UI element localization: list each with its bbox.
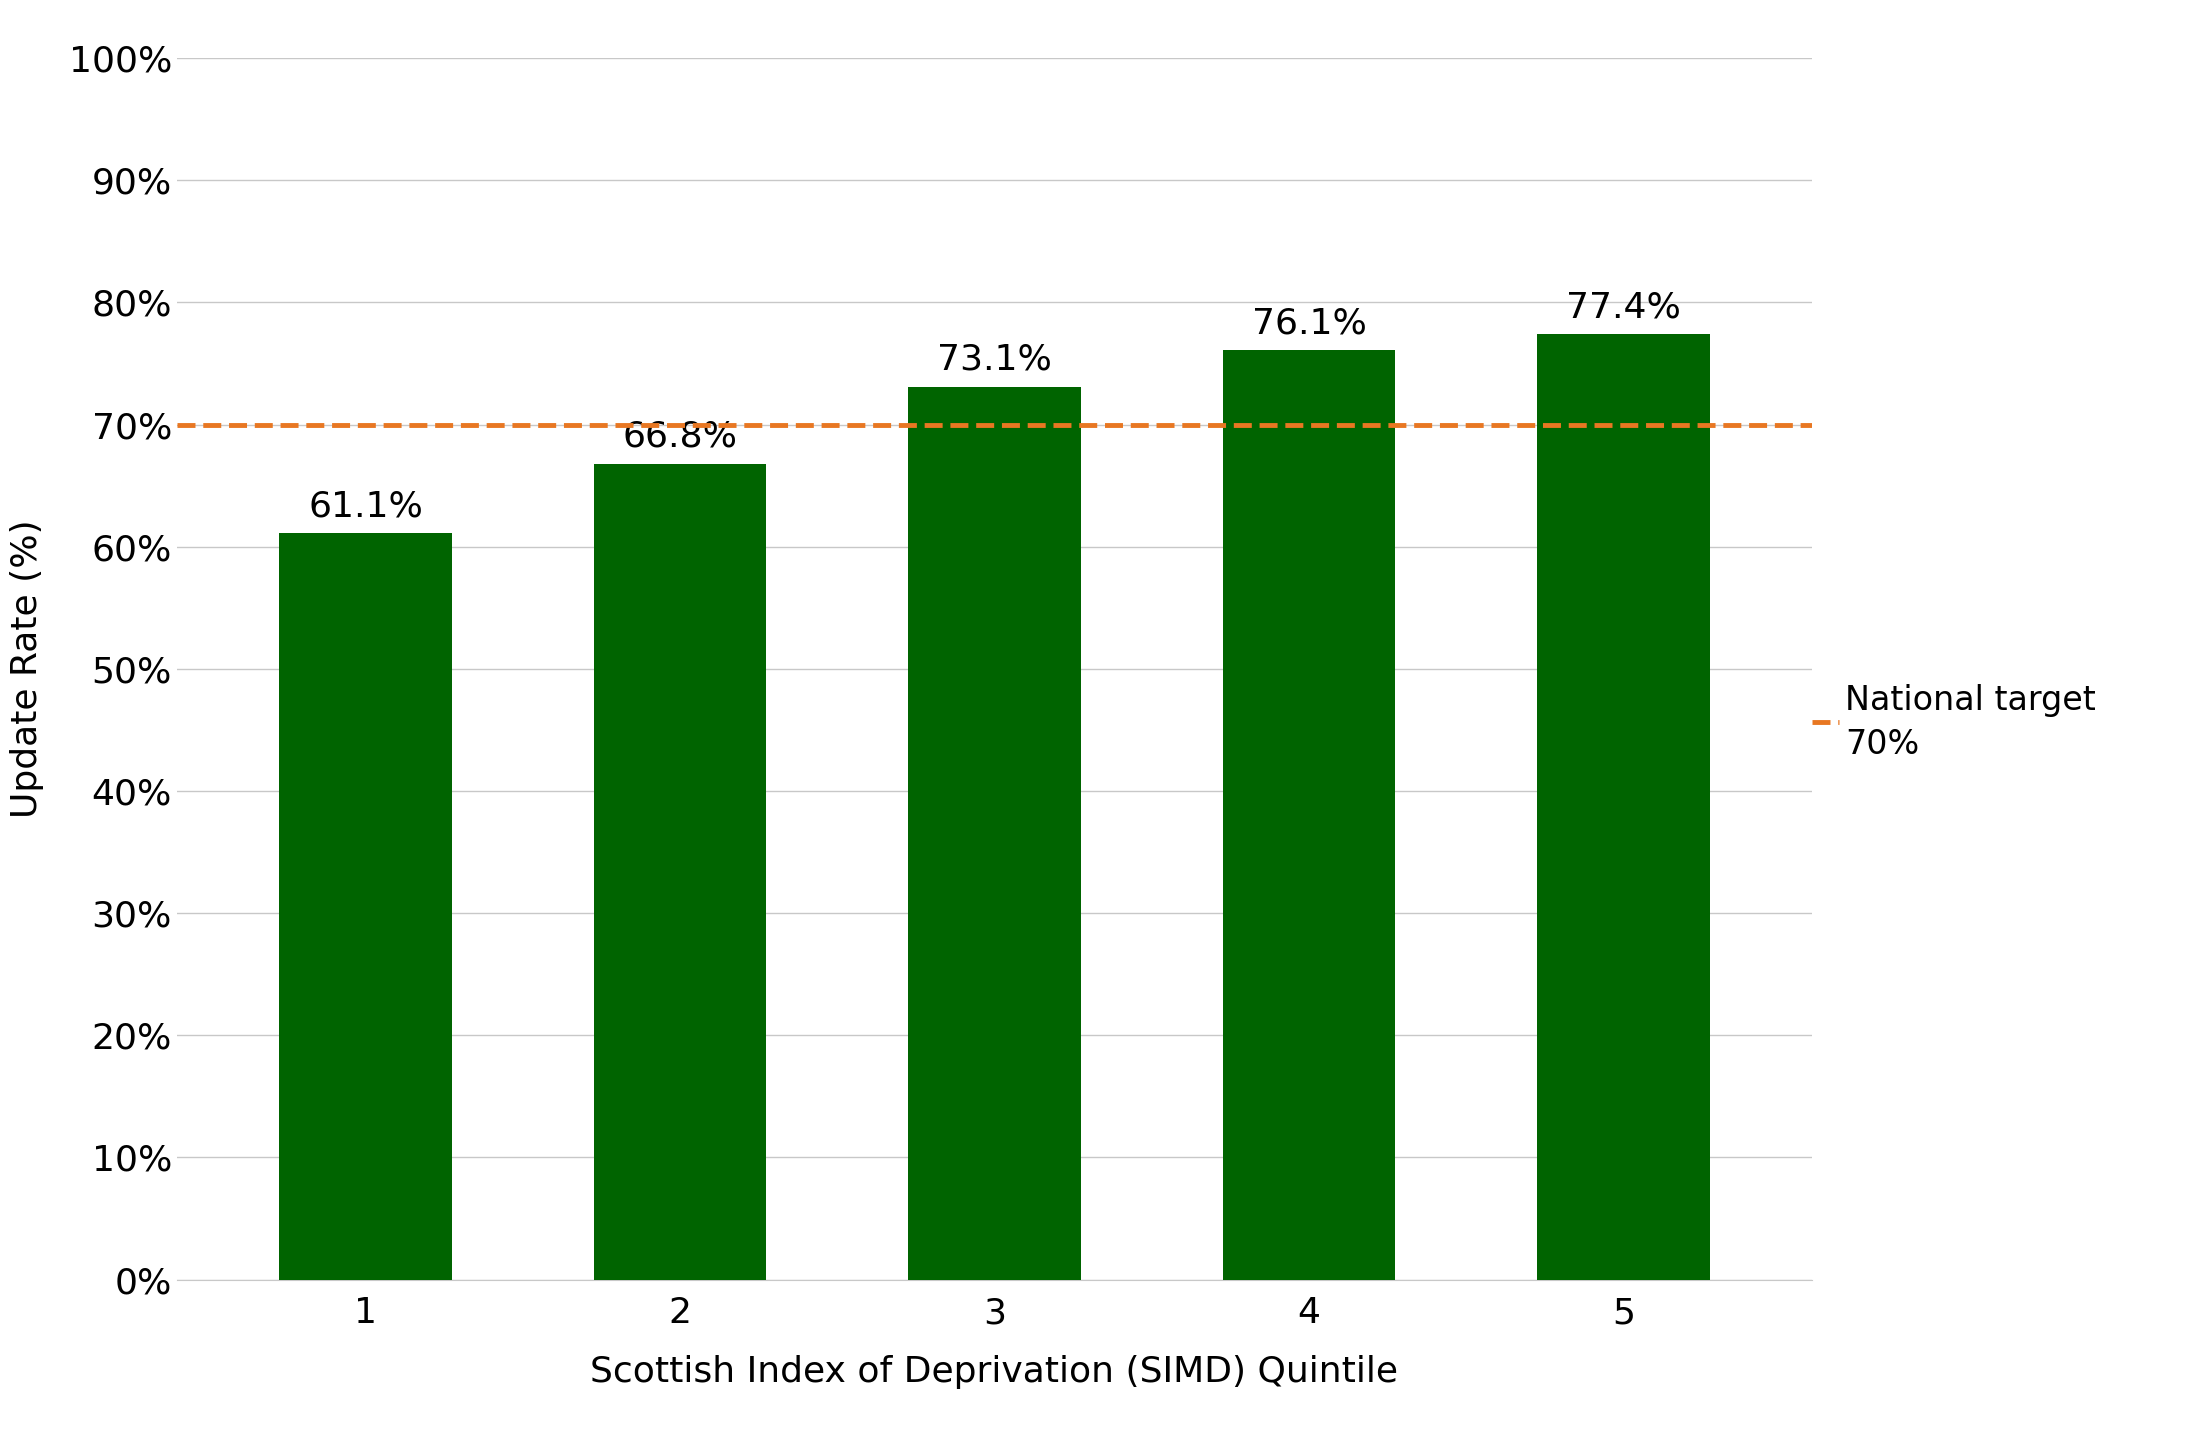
Text: 66.8%: 66.8% (623, 420, 738, 454)
Y-axis label: Update Rate (%): Update Rate (%) (9, 519, 44, 819)
Text: 73.1%: 73.1% (937, 343, 1052, 377)
Bar (1222, 350, 1395, 1280)
Text: 76.1%: 76.1% (1251, 307, 1366, 340)
Text: 77.4%: 77.4% (1567, 291, 1682, 324)
Text: 70%: 70% (1845, 728, 1920, 760)
Text: 61.1%: 61.1% (307, 490, 422, 523)
Bar (1536, 334, 1711, 1280)
Text: National target: National target (1845, 683, 2095, 717)
Bar (594, 464, 767, 1280)
X-axis label: Scottish Index of Deprivation (SIMD) Quintile: Scottish Index of Deprivation (SIMD) Qui… (590, 1355, 1399, 1389)
Bar (908, 387, 1081, 1280)
Bar (278, 534, 453, 1280)
